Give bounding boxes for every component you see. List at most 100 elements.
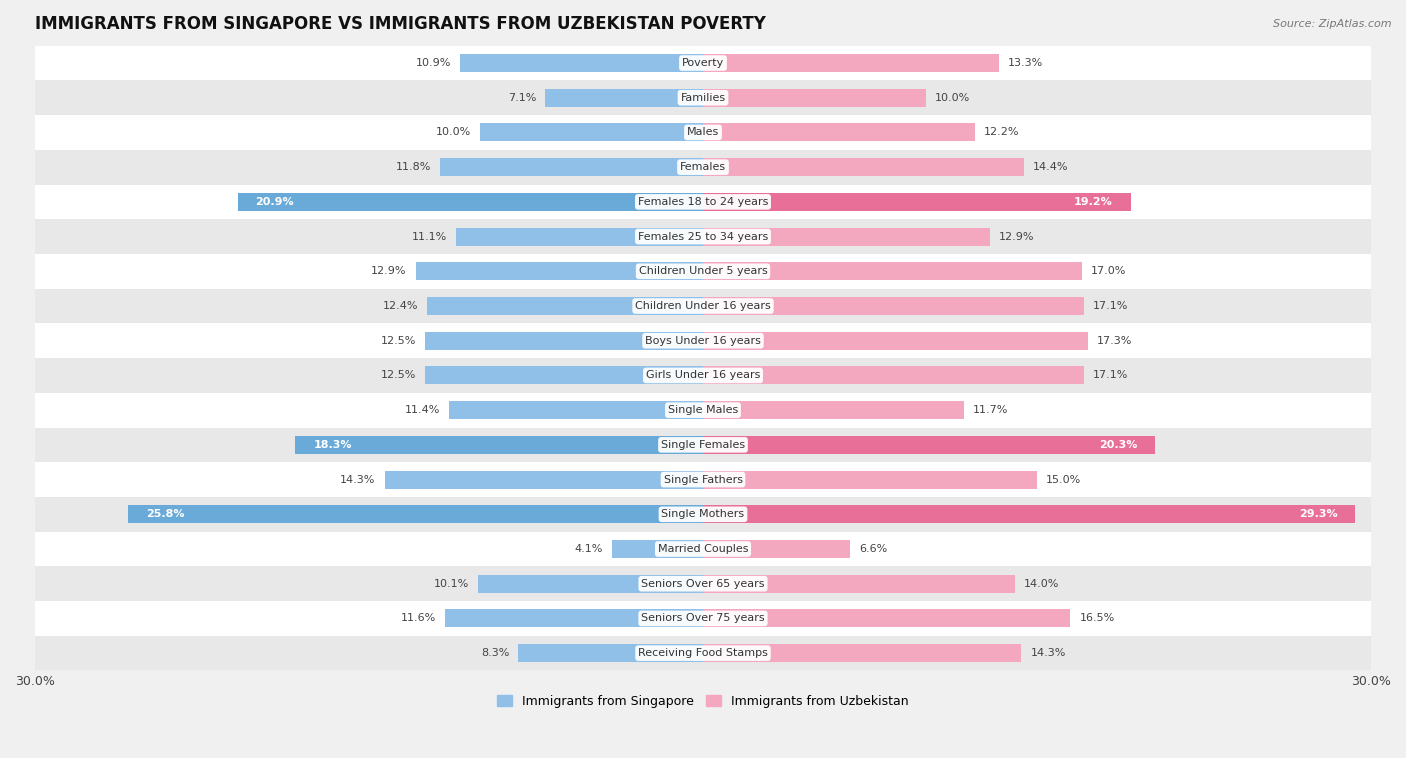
Bar bbox=[425, 332, 703, 349]
Bar bbox=[35, 219, 1371, 254]
Bar bbox=[703, 297, 1084, 315]
Text: 13.3%: 13.3% bbox=[1008, 58, 1043, 68]
Text: Seniors Over 75 years: Seniors Over 75 years bbox=[641, 613, 765, 623]
Bar bbox=[238, 193, 703, 211]
Text: 18.3%: 18.3% bbox=[314, 440, 352, 449]
Text: 14.0%: 14.0% bbox=[1024, 578, 1059, 589]
Text: 11.4%: 11.4% bbox=[405, 405, 440, 415]
Text: 7.1%: 7.1% bbox=[508, 92, 536, 103]
Bar bbox=[416, 262, 703, 280]
Text: Poverty: Poverty bbox=[682, 58, 724, 68]
Bar bbox=[440, 158, 703, 176]
Bar bbox=[35, 115, 1371, 150]
Bar bbox=[703, 575, 1015, 593]
Text: Females 18 to 24 years: Females 18 to 24 years bbox=[638, 197, 768, 207]
Bar bbox=[703, 227, 990, 246]
Bar bbox=[35, 358, 1371, 393]
Text: Children Under 16 years: Children Under 16 years bbox=[636, 301, 770, 311]
Bar bbox=[703, 124, 974, 142]
Text: 14.4%: 14.4% bbox=[1032, 162, 1069, 172]
Text: 11.8%: 11.8% bbox=[396, 162, 432, 172]
Text: 12.9%: 12.9% bbox=[371, 266, 406, 277]
Text: Females: Females bbox=[681, 162, 725, 172]
Bar bbox=[703, 158, 1024, 176]
Text: 16.5%: 16.5% bbox=[1080, 613, 1115, 623]
Bar bbox=[128, 506, 703, 523]
Text: Single Mothers: Single Mothers bbox=[661, 509, 745, 519]
Bar bbox=[703, 54, 1000, 72]
Bar bbox=[703, 193, 1130, 211]
Text: 12.5%: 12.5% bbox=[381, 336, 416, 346]
Bar bbox=[35, 497, 1371, 531]
Text: Boys Under 16 years: Boys Under 16 years bbox=[645, 336, 761, 346]
Text: 12.5%: 12.5% bbox=[381, 371, 416, 381]
Bar bbox=[703, 644, 1021, 662]
Bar bbox=[35, 601, 1371, 636]
Bar bbox=[35, 566, 1371, 601]
Text: Girls Under 16 years: Girls Under 16 years bbox=[645, 371, 761, 381]
Text: Males: Males bbox=[688, 127, 718, 137]
Bar bbox=[35, 80, 1371, 115]
Text: 20.3%: 20.3% bbox=[1099, 440, 1137, 449]
Text: 17.1%: 17.1% bbox=[1092, 371, 1128, 381]
Bar bbox=[35, 150, 1371, 184]
Bar bbox=[612, 540, 703, 558]
Bar bbox=[478, 575, 703, 593]
Text: 11.7%: 11.7% bbox=[973, 405, 1008, 415]
Bar bbox=[460, 54, 703, 72]
Bar bbox=[519, 644, 703, 662]
Text: 8.3%: 8.3% bbox=[481, 648, 509, 658]
Text: 17.1%: 17.1% bbox=[1092, 301, 1128, 311]
Text: 15.0%: 15.0% bbox=[1046, 475, 1081, 484]
Bar bbox=[703, 366, 1084, 384]
Bar bbox=[427, 297, 703, 315]
Bar bbox=[481, 124, 703, 142]
Bar bbox=[449, 401, 703, 419]
Bar bbox=[295, 436, 703, 454]
Text: Seniors Over 65 years: Seniors Over 65 years bbox=[641, 578, 765, 589]
Bar bbox=[35, 184, 1371, 219]
Bar bbox=[385, 471, 703, 489]
Text: 12.2%: 12.2% bbox=[984, 127, 1019, 137]
Text: 17.3%: 17.3% bbox=[1097, 336, 1132, 346]
Bar bbox=[35, 254, 1371, 289]
Bar bbox=[703, 332, 1088, 349]
Bar bbox=[703, 609, 1070, 628]
Text: Children Under 5 years: Children Under 5 years bbox=[638, 266, 768, 277]
Text: 12.9%: 12.9% bbox=[1000, 232, 1035, 242]
Bar bbox=[35, 428, 1371, 462]
Text: IMMIGRANTS FROM SINGAPORE VS IMMIGRANTS FROM UZBEKISTAN POVERTY: IMMIGRANTS FROM SINGAPORE VS IMMIGRANTS … bbox=[35, 15, 766, 33]
Bar bbox=[35, 289, 1371, 324]
Text: 19.2%: 19.2% bbox=[1074, 197, 1112, 207]
Text: 4.1%: 4.1% bbox=[575, 544, 603, 554]
Text: Single Fathers: Single Fathers bbox=[664, 475, 742, 484]
Text: 10.9%: 10.9% bbox=[416, 58, 451, 68]
Bar bbox=[703, 506, 1355, 523]
Text: Married Couples: Married Couples bbox=[658, 544, 748, 554]
Text: Single Females: Single Females bbox=[661, 440, 745, 449]
Bar bbox=[35, 324, 1371, 358]
Text: 11.1%: 11.1% bbox=[412, 232, 447, 242]
Text: 25.8%: 25.8% bbox=[146, 509, 184, 519]
Bar bbox=[703, 471, 1038, 489]
Text: Females 25 to 34 years: Females 25 to 34 years bbox=[638, 232, 768, 242]
Bar bbox=[703, 540, 851, 558]
Text: 14.3%: 14.3% bbox=[340, 475, 375, 484]
Bar bbox=[35, 45, 1371, 80]
Text: 10.1%: 10.1% bbox=[434, 578, 470, 589]
Bar bbox=[35, 636, 1371, 671]
Text: Receiving Food Stamps: Receiving Food Stamps bbox=[638, 648, 768, 658]
Bar bbox=[425, 366, 703, 384]
Text: 6.6%: 6.6% bbox=[859, 544, 887, 554]
Bar bbox=[546, 89, 703, 107]
Text: 12.4%: 12.4% bbox=[382, 301, 418, 311]
Bar bbox=[703, 89, 925, 107]
Bar bbox=[703, 401, 963, 419]
Bar bbox=[35, 462, 1371, 497]
Bar bbox=[456, 227, 703, 246]
Bar bbox=[703, 436, 1156, 454]
Text: 11.6%: 11.6% bbox=[401, 613, 436, 623]
Text: 10.0%: 10.0% bbox=[935, 92, 970, 103]
Legend: Immigrants from Singapore, Immigrants from Uzbekistan: Immigrants from Singapore, Immigrants fr… bbox=[496, 695, 910, 708]
Text: 20.9%: 20.9% bbox=[256, 197, 294, 207]
